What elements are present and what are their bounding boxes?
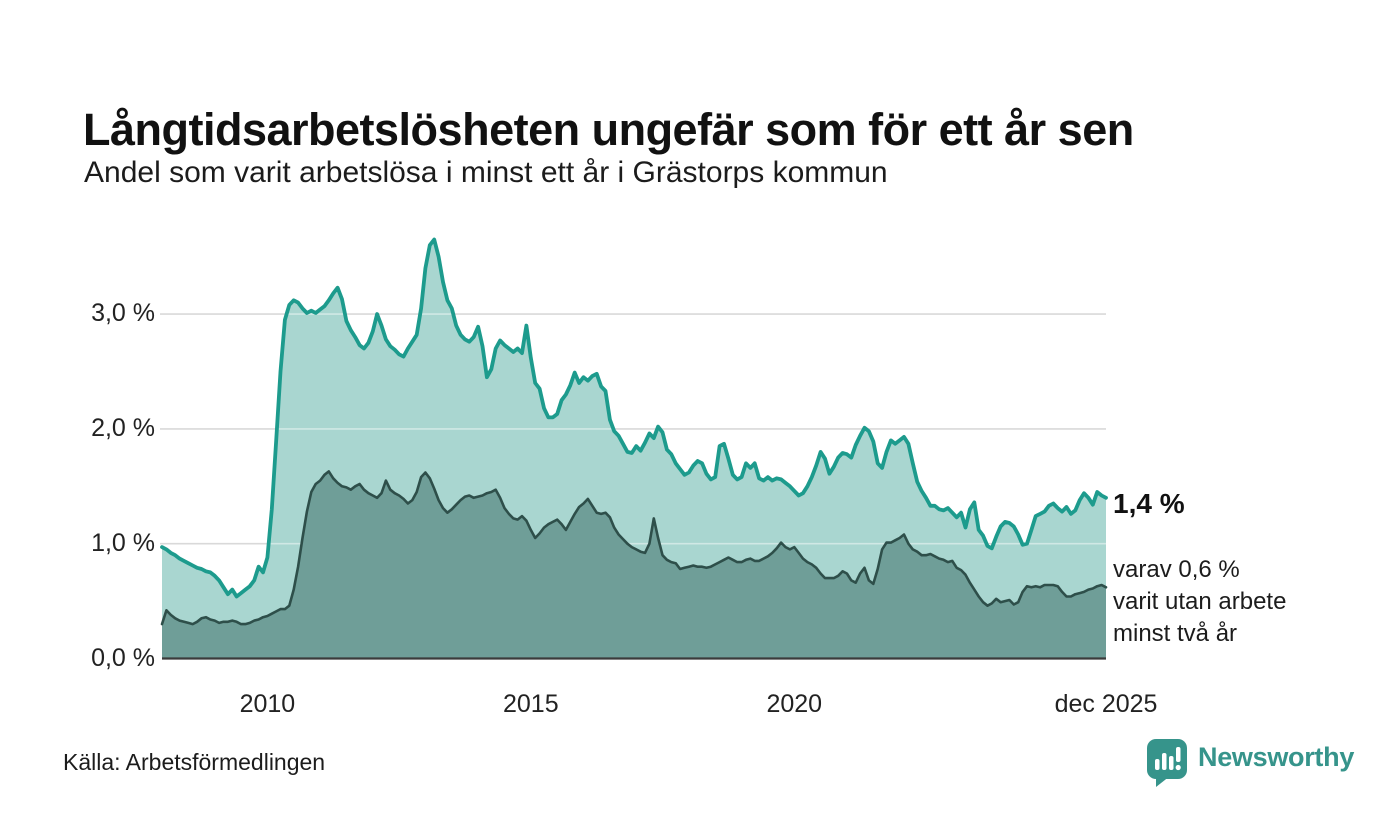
x-axis-tick-label: 2015 xyxy=(503,690,559,718)
x-axis-tick-label: dec 2025 xyxy=(1054,690,1158,718)
y-axis-tick-label: 2,0 % xyxy=(91,413,155,442)
x-axis-tick-label: 2020 xyxy=(766,690,823,718)
brand-name: Newsworthy xyxy=(1198,742,1355,772)
area-series-two-years xyxy=(162,471,1106,659)
brand-logo: Newsworthy xyxy=(1146,738,1354,788)
annotation-line: minst två år xyxy=(1113,620,1238,647)
x-axis-tick-label: 2010 xyxy=(239,690,296,718)
y-axis-tick-label: 1,0 % xyxy=(91,528,155,557)
y-axis-tick-label: 0,0 % xyxy=(91,643,155,672)
source-note: Källa: Arbetsförmedlingen xyxy=(63,749,326,775)
annotation-line: varit utan arbete xyxy=(1113,588,1287,615)
chart-title: Långtidsarbetslösheten ungefär som för e… xyxy=(83,104,1134,156)
end-value-label: 1,4 % xyxy=(1113,488,1185,519)
newsworthy-speech-bubble-bar-chart-icon xyxy=(1147,739,1187,787)
y-axis-tick-label: 3,0 % xyxy=(91,299,155,328)
annotation-line: varav 0,6 % xyxy=(1113,556,1240,583)
chart-subtitle: Andel som varit arbetslösa i minst ett å… xyxy=(84,156,888,189)
end-value-sublabel: varav 0,6 % varit utan arbete minst två … xyxy=(1113,554,1286,650)
line-series-one-year xyxy=(160,237,1108,599)
line-series-two-years xyxy=(160,470,1108,626)
